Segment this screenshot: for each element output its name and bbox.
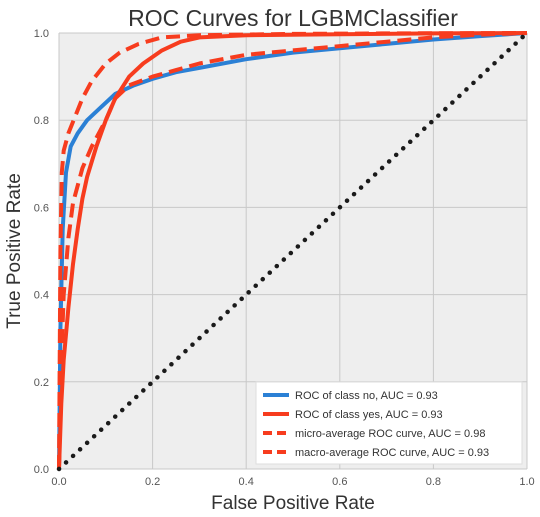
x-tick-label: 0.0 [51, 476, 66, 488]
x-tick-label: 0.8 [426, 476, 441, 488]
y-tick-label: 0.8 [34, 115, 49, 127]
y-axis-label: True Positive Rate [4, 173, 25, 329]
y-tick-label: 1.0 [34, 28, 49, 40]
chart-title: ROC Curves for LGBMClassifier [128, 5, 458, 31]
y-tick-label: 0.0 [34, 464, 49, 476]
x-tick-label: 1.0 [519, 476, 534, 488]
legend-entry-macro-average: macro-average ROC curve, AUC = 0.93 [295, 447, 489, 459]
legend: ROC of class no, AUC = 0.93 ROC of class… [256, 382, 522, 464]
y-tick-label: 0.2 [34, 377, 49, 389]
y-tick-label: 0.6 [34, 202, 49, 214]
legend-entry-class-no: ROC of class no, AUC = 0.93 [295, 390, 438, 402]
x-tick-label: 0.6 [332, 476, 347, 488]
y-tick-label: 0.4 [34, 290, 49, 302]
legend-entry-micro-average: micro-average ROC curve, AUC = 0.98 [295, 428, 485, 440]
x-tick-labels: 0.0 0.2 0.4 0.6 0.8 1.0 [51, 476, 534, 488]
x-tick-label: 0.4 [239, 476, 254, 488]
y-tick-labels: 0.0 0.2 0.4 0.6 0.8 1.0 [34, 28, 49, 476]
x-tick-label: 0.2 [145, 476, 160, 488]
x-axis-label: False Positive Rate [211, 493, 375, 514]
legend-entry-class-yes: ROC of class yes, AUC = 0.93 [295, 409, 443, 421]
